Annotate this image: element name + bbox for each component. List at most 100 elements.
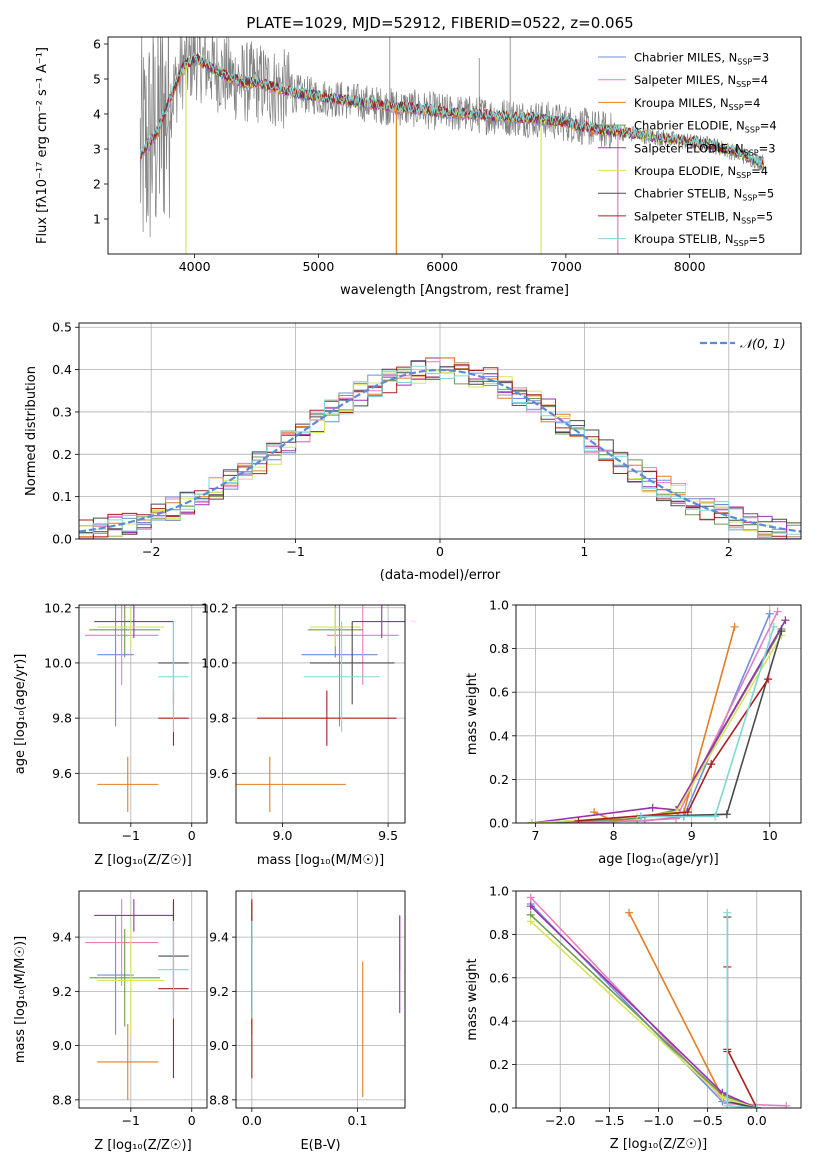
weight-marker-salp_elod — [781, 616, 790, 625]
x-tick-label: 9.5 — [378, 828, 398, 843]
x-tick-label: −1 — [122, 828, 140, 843]
weight-line-salp_elod — [530, 905, 758, 1108]
y-tick-label: 0.0 — [489, 816, 509, 831]
y-axis-label: Normed distribution — [24, 366, 39, 496]
weight-marker-krou_stel — [636, 812, 645, 821]
x-tick-label: 8 — [610, 828, 618, 843]
plot-area — [236, 605, 405, 823]
data-spectrum-line — [139, 37, 765, 238]
plot-area — [79, 605, 207, 823]
y-tick-label: 0.6 — [489, 685, 509, 700]
y-axis-label: mass weight — [465, 673, 480, 755]
plot-area — [516, 605, 801, 823]
legend-entry: Kroupa MILES, NSSP=4 — [634, 96, 760, 112]
y-tick-label: 4 — [93, 107, 101, 122]
y-tick-label: 9.6 — [52, 766, 72, 781]
x-tick-label: −1 — [286, 544, 304, 559]
axes-frame — [78, 890, 208, 1109]
y-tick-label: 0.4 — [52, 362, 72, 377]
x-tick-label: 4000 — [179, 259, 211, 274]
weight-line-salp_stel — [726, 967, 758, 1108]
y-tick-label: 0.8 — [489, 927, 509, 942]
legend-value: =4 — [751, 73, 768, 87]
legend-value: =5 — [757, 187, 774, 201]
legend-value: =3 — [752, 51, 769, 65]
y-tick-label: 0.5 — [52, 320, 72, 335]
y-tick-label: 0.3 — [52, 404, 72, 419]
weight-line-salp_stel — [578, 678, 769, 822]
legend-label: Chabrier MILES, N — [634, 51, 737, 65]
axes-frame — [78, 322, 802, 540]
legend-sub: SSP — [737, 58, 752, 67]
chart-title: PLATE=1029, MJD=52912, FIBERID=0522, z=0… — [246, 14, 633, 32]
weight-marker-salp_elod — [648, 803, 657, 812]
panel-mass_weight_vs_z: −2.0 −1.5 −1.0 −0.5 0.0 0.0 0.2 0.4 0.6 0.8 1.0 Z [… — [465, 884, 802, 1152]
x-axis-label: age [log₁₀(age/yr)] — [598, 852, 719, 867]
legend-entry: Kroupa STELIB, NSSP=5 — [634, 232, 765, 248]
y-axis-label: Flux [fλ10⁻¹⁷ erg cm⁻² s⁻¹ A⁻¹] — [35, 47, 50, 244]
y-tick-label: 9.8 — [52, 711, 72, 726]
x-tick-label: 0.0 — [747, 1113, 767, 1128]
panel-mass_weight_vs_age: 7 8 9 10 0.0 0.2 0.4 0.6 0.8 1.0 age [log₁₀(age/yr… — [465, 598, 802, 867]
legend-entry: Kroupa ELODIE, NSSP=4 — [634, 164, 768, 180]
weight-line-salp_elod — [531, 619, 787, 823]
x-tick-label: 6000 — [426, 259, 458, 274]
weight-marker-salp_miles — [773, 607, 782, 616]
x-tick-label: 0 — [436, 544, 444, 559]
x-tick-label: 5000 — [302, 259, 334, 274]
weight-line-salp_miles — [531, 611, 779, 823]
plot-area — [139, 37, 765, 254]
weight-marker-chab_miles — [765, 609, 774, 618]
axes-frame — [235, 604, 406, 824]
weight-marker-krou_elod — [718, 1093, 727, 1102]
legend-label: Kroupa MILES, N — [634, 96, 729, 110]
axes-frame — [235, 890, 406, 1109]
x-axis-label: Z [log₁₀(Z/Z☉)] — [94, 853, 191, 868]
legend-sub: SSP — [736, 80, 751, 89]
x-axis-label: E(B-V) — [300, 1138, 340, 1153]
x-tick-label: 1 — [580, 544, 588, 559]
y-axis-label: age [log₁₀(age/yr)] — [13, 654, 28, 775]
y-tick-label: 9.2 — [52, 984, 72, 999]
weight-line-chab_elod — [530, 914, 758, 1108]
x-axis-label: (data-model)/error — [380, 568, 501, 583]
y-tick-label: 8.8 — [52, 1092, 72, 1107]
legend-label: Kroupa STELIB, N — [634, 232, 734, 246]
weight-marker-chab_stel — [722, 810, 731, 819]
x-tick-label: 0.0 — [242, 1113, 262, 1128]
legend-entry: Salpeter STELIB, NSSP=5 — [634, 209, 773, 225]
panel-age_vs_mass: 9.0 9.5 9.6 9.8 10.0 10.2 mass [log₁₀(M/M☉)] — [201, 600, 406, 868]
weight-line-chab_stel — [640, 630, 783, 818]
plot-area — [79, 891, 207, 1108]
legend-value: =3 — [759, 141, 776, 155]
y-tick-label: 3 — [93, 142, 101, 157]
legend-entry: Chabrier STELIB, NSSP=5 — [634, 187, 774, 203]
legend-sub: SSP — [741, 216, 756, 225]
weight-line-krou_elod — [530, 920, 758, 1108]
weight-marker-krou_elod — [527, 819, 536, 823]
x-tick-label: 8000 — [674, 259, 706, 274]
weight-marker-krou_miles — [730, 622, 739, 631]
weight-marker-salp_miles — [782, 1101, 791, 1108]
y-tick-label: 0.4 — [489, 1014, 509, 1029]
legend-sub: SSP — [736, 171, 751, 180]
y-tick-label: 1.0 — [489, 598, 509, 613]
y-tick-label: 10.2 — [201, 600, 229, 615]
legend-sub: SSP — [745, 126, 760, 135]
y-tick-label: 0.8 — [489, 641, 509, 656]
weight-marker-krou_stel — [723, 908, 732, 917]
y-tick-label: 8.8 — [209, 1092, 229, 1107]
x-tick-label: −2 — [142, 544, 160, 559]
weight-marker-krou_stel — [752, 1104, 761, 1108]
legend-value: =4 — [744, 96, 761, 110]
weight-marker-salp_elod — [526, 902, 535, 911]
x-tick-label: 9.0 — [273, 828, 293, 843]
model-line-krou_stel — [139, 51, 765, 166]
weight-marker-krou_stel — [769, 622, 778, 631]
x-tick-label: −1.5 — [594, 1113, 624, 1128]
y-axis-label: mass weight — [465, 958, 480, 1040]
y-tick-label: 9.4 — [52, 930, 72, 945]
weight-marker-salp_stel — [764, 675, 773, 684]
